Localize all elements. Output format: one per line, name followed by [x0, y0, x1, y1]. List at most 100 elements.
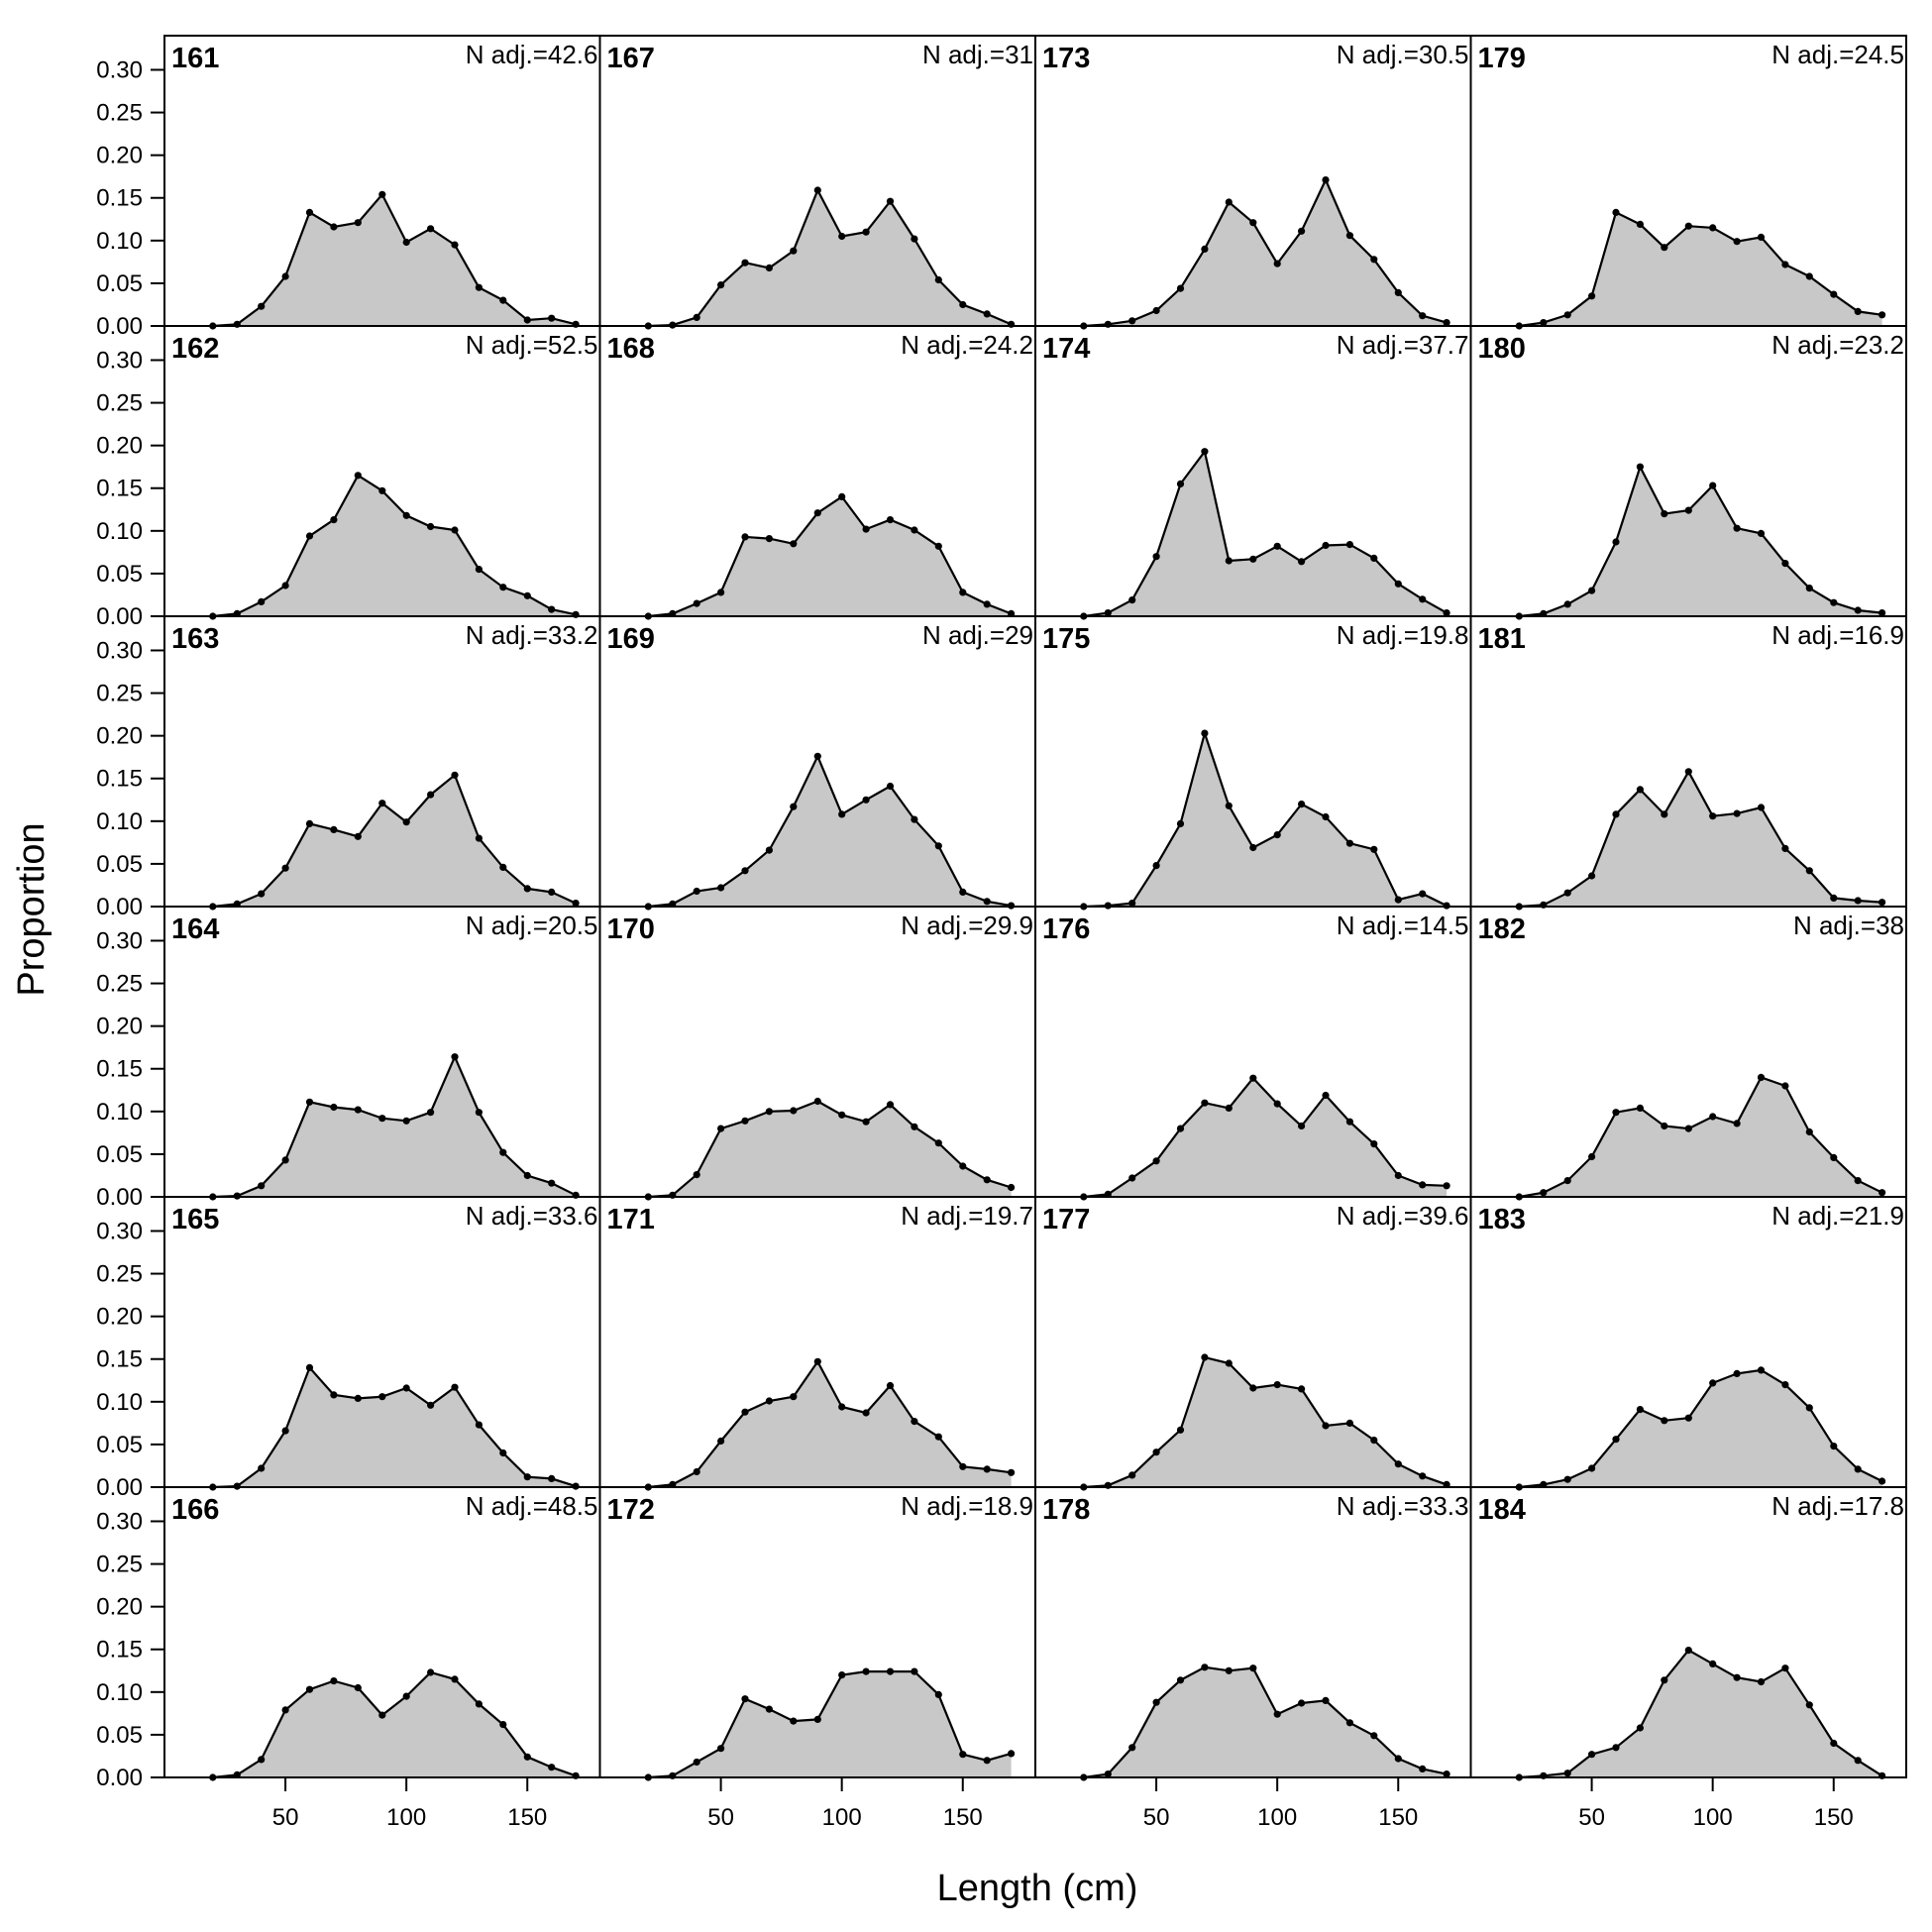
data-point-183-160 — [1854, 1465, 1862, 1473]
data-point-173-120 — [1322, 176, 1330, 184]
series-line-166 — [212, 1670, 577, 1779]
data-point-168-90 — [813, 509, 821, 517]
data-point-174-50 — [1152, 553, 1160, 561]
n-adj-label-167: N adj.=31 — [922, 40, 1033, 69]
area-fill-174 — [1083, 451, 1448, 616]
data-point-184-110 — [1733, 1673, 1741, 1681]
n-adj-label-174: N adj.=37.7 — [1337, 330, 1469, 360]
data-point-184-130 — [1781, 1664, 1789, 1672]
data-point-183-130 — [1781, 1381, 1789, 1389]
y-tick-label: 0.05 — [96, 1722, 143, 1749]
data-point-174-30 — [1104, 609, 1112, 617]
data-point-179-80 — [1661, 244, 1668, 252]
data-point-177-70 — [1201, 1353, 1209, 1361]
y-tick-label: 0.20 — [96, 143, 143, 169]
data-point-182-90 — [1684, 1125, 1692, 1132]
area-fill-175 — [1083, 733, 1448, 907]
data-point-176-80 — [1225, 1104, 1233, 1112]
panel-171: 171 N adj.=19.7 — [598, 1196, 1036, 1491]
data-point-171-120 — [886, 1381, 895, 1390]
data-point-163-90 — [378, 800, 386, 807]
data-point-174-60 — [1176, 480, 1185, 487]
data-point-166-150 — [523, 1753, 531, 1761]
series-line-177 — [1083, 1355, 1448, 1489]
data-point-162-90 — [378, 486, 386, 494]
n-adj-label-173: N adj.=30.5 — [1337, 40, 1469, 69]
panel-166: 166 N adj.=48.5 — [163, 1486, 601, 1781]
panel-184: 184 N adj.=17.8 — [1469, 1486, 1907, 1781]
data-point-184-140 — [1805, 1701, 1813, 1709]
panel-title-178: 178 — [1042, 1494, 1090, 1526]
data-point-175-90 — [1249, 843, 1257, 852]
data-point-175-140 — [1370, 845, 1378, 853]
data-point-170-110 — [862, 1118, 870, 1126]
data-point-161-50 — [281, 272, 289, 280]
data-point-167-80 — [790, 247, 798, 255]
panel-frame-184 — [1469, 1486, 1907, 1778]
data-point-168-160 — [983, 600, 991, 608]
data-point-167-70 — [765, 264, 774, 271]
panel-163: 163 N adj.=33.2 — [163, 615, 601, 911]
data-point-178-100 — [1273, 1710, 1281, 1718]
data-point-178-40 — [1128, 1744, 1136, 1752]
data-point-179-40 — [1563, 311, 1571, 319]
data-point-183-90 — [1684, 1414, 1692, 1422]
data-point-176-50 — [1152, 1157, 1160, 1165]
n-adj-label-177: N adj.=39.6 — [1337, 1201, 1469, 1231]
data-point-174-170 — [1443, 609, 1450, 617]
data-point-173-80 — [1225, 198, 1233, 206]
data-point-178-50 — [1152, 1698, 1160, 1706]
data-point-169-150 — [959, 888, 967, 897]
data-point-162-110 — [427, 522, 435, 531]
panel-162: 162 N adj.=52.5 — [163, 325, 601, 620]
data-point-181-80 — [1661, 810, 1668, 818]
data-point-166-80 — [354, 1683, 362, 1692]
data-point-165-90 — [378, 1393, 386, 1401]
data-point-177-110 — [1298, 1385, 1306, 1393]
data-point-180-70 — [1636, 463, 1644, 471]
data-point-169-160 — [983, 898, 991, 906]
series-line-179 — [1519, 210, 1882, 328]
series-line-181 — [1519, 769, 1882, 909]
data-point-169-80 — [790, 803, 798, 810]
data-point-162-100 — [402, 511, 410, 519]
n-adj-label-164: N adj.=20.5 — [466, 911, 598, 940]
data-point-170-40 — [693, 1171, 700, 1179]
data-point-180-130 — [1781, 560, 1789, 568]
data-point-164-40 — [258, 1182, 266, 1190]
data-point-181-160 — [1854, 897, 1862, 905]
data-point-162-60 — [305, 532, 314, 540]
panel-175: 175 N adj.=19.8 — [1034, 615, 1472, 911]
x-axis-col-3: 50 100 150 — [1143, 1777, 1418, 1831]
data-point-170-120 — [886, 1101, 895, 1109]
y-tick-label: 0.05 — [96, 1432, 143, 1458]
data-point-179-130 — [1781, 261, 1789, 268]
data-point-167-60 — [741, 259, 749, 267]
data-point-169-140 — [934, 842, 942, 850]
panel-167: 167 N adj.=31 — [598, 35, 1036, 330]
panel-title-161: 161 — [171, 43, 219, 74]
y-tick-label: 0.30 — [96, 1218, 143, 1244]
panel-title-177: 177 — [1042, 1204, 1090, 1235]
panel-grid: 161 N adj.=42.6 162 N adj.=52.5 163 N adj.=33… — [163, 35, 1907, 1781]
data-point-167-140 — [934, 275, 942, 284]
y-tick-label: 0.25 — [96, 1552, 143, 1578]
panel-title-163: 163 — [171, 623, 219, 655]
data-point-168-60 — [741, 533, 749, 541]
n-adj-label-176: N adj.=14.5 — [1337, 911, 1469, 940]
y-tick-label: 0.10 — [96, 518, 143, 545]
data-point-183-170 — [1878, 1477, 1886, 1485]
data-point-178-130 — [1345, 1719, 1353, 1727]
x-axis-col-1: 50 100 150 — [272, 1777, 547, 1831]
y-tick-label: 0.00 — [96, 1474, 143, 1501]
n-adj-label-181: N adj.=16.9 — [1771, 620, 1904, 650]
data-point-169-90 — [813, 752, 821, 760]
panel-title-180: 180 — [1478, 333, 1526, 365]
data-point-174-40 — [1128, 596, 1136, 604]
data-point-164-100 — [402, 1117, 410, 1125]
data-point-178-90 — [1249, 1664, 1257, 1672]
data-point-182-50 — [1588, 1152, 1596, 1161]
data-point-162-80 — [354, 472, 362, 480]
data-point-172-140 — [934, 1690, 942, 1698]
data-point-180-120 — [1757, 529, 1766, 538]
